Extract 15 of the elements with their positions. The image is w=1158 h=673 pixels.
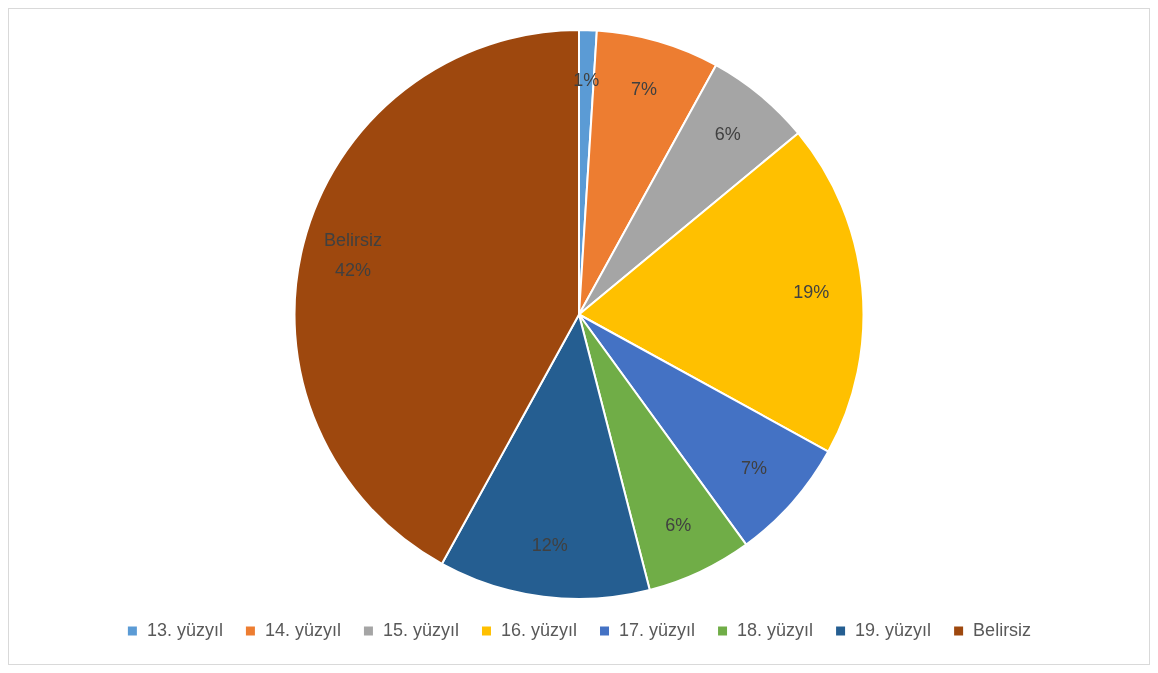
data-label: Belirsiz 42%	[324, 230, 383, 281]
data-label: 7%	[740, 457, 767, 478]
data-label: 12%	[531, 534, 568, 555]
legend-label: Belirsiz	[973, 619, 1032, 640]
legend-label: 13. yüzyıl	[146, 619, 223, 640]
legend-label: 17. yüzyıl	[619, 619, 696, 640]
legend-label: 18. yüzyıl	[737, 619, 814, 640]
legend-label: 14. yüzyıl	[264, 619, 341, 640]
data-label: 7%	[631, 79, 658, 100]
data-label: 6%	[665, 514, 692, 535]
data-label: 19%	[793, 281, 830, 302]
legend-label: 19. yüzyıl	[855, 619, 932, 640]
data-label: 6%	[714, 123, 741, 144]
legend-label: 16. yüzyıl	[500, 619, 578, 640]
legend-label: 15. yüzyıl	[382, 619, 459, 640]
